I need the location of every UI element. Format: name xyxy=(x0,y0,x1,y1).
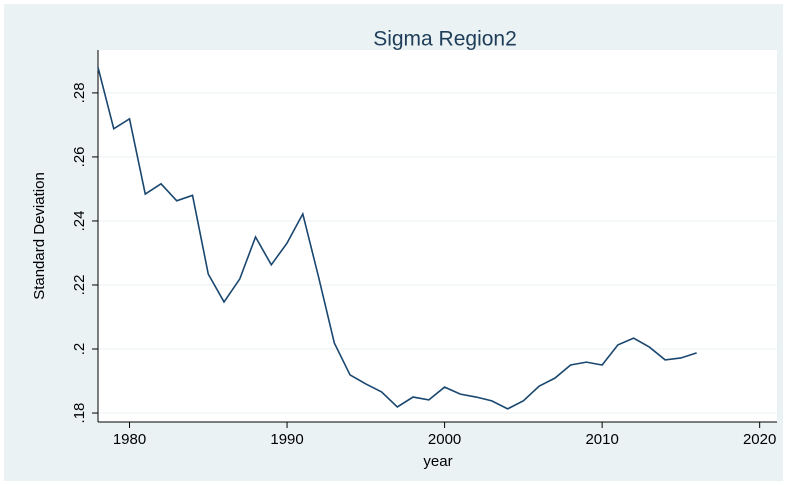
x-tick-label: 2000 xyxy=(428,431,461,448)
x-tick-label: 2010 xyxy=(585,431,618,448)
y-tick-label: .28 xyxy=(71,82,88,103)
x-tick-label: 2020 xyxy=(743,431,776,448)
y-tick-label: .18 xyxy=(71,403,88,424)
x-tick-label: 1990 xyxy=(270,431,303,448)
plot-region xyxy=(98,50,777,422)
x-axis-label: year xyxy=(423,453,452,470)
y-tick-label: .2 xyxy=(71,343,88,356)
y-tick-label: .24 xyxy=(71,211,88,232)
x-tick-label: 1980 xyxy=(113,431,146,448)
y-axis-label: Standard Deviation xyxy=(31,172,48,300)
y-tick-label: .26 xyxy=(71,146,88,167)
data-line xyxy=(97,67,697,410)
chart-title: Sigma Region2 xyxy=(373,28,517,51)
y-tick-label: .22 xyxy=(71,275,88,296)
